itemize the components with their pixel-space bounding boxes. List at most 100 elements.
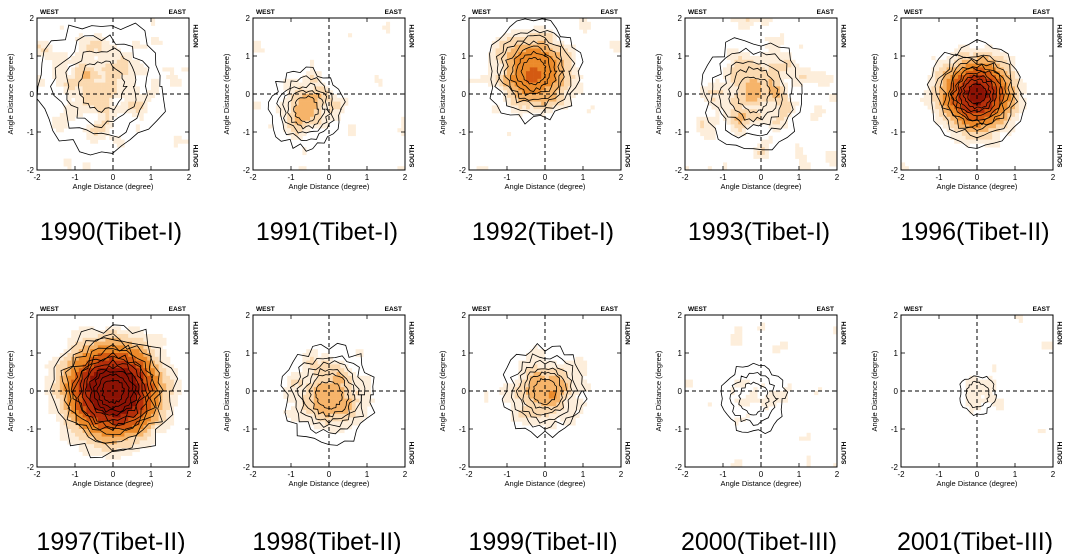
significance-cell <box>745 101 750 106</box>
significance-cell <box>541 40 546 45</box>
significance-cell <box>82 387 87 392</box>
significance-cell <box>958 132 963 137</box>
significance-cell <box>158 402 163 407</box>
significance-cell <box>768 97 773 102</box>
significance-cell <box>401 132 405 137</box>
significance-cell <box>742 21 747 26</box>
significance-cell <box>97 410 102 415</box>
significance-cell <box>298 387 303 392</box>
significance-cell <box>94 425 99 430</box>
significance-cell <box>753 391 758 396</box>
significance-cell <box>533 48 538 53</box>
significance-cell <box>90 345 95 350</box>
significance-cell <box>814 391 819 396</box>
significance-cell <box>552 33 557 38</box>
significance-cell <box>575 387 580 392</box>
significance-cell <box>1018 315 1023 320</box>
significance-cell <box>935 75 940 80</box>
significance-cell <box>329 90 334 95</box>
significance-cell <box>969 387 974 392</box>
significance-cell <box>514 105 519 110</box>
significance-cell <box>128 391 133 396</box>
significance-cell <box>541 78 546 83</box>
significance-cell <box>961 59 966 64</box>
significance-cell <box>1041 341 1046 346</box>
significance-cell <box>575 383 580 388</box>
significance-cell <box>533 349 538 354</box>
significance-cell <box>154 90 159 95</box>
significance-cell <box>958 52 963 57</box>
significance-cell <box>116 383 121 388</box>
significance-cell <box>166 356 171 361</box>
y-tick-label: 1 <box>246 349 251 358</box>
significance-cell <box>336 375 341 380</box>
significance-cell <box>59 425 64 430</box>
significance-cell <box>48 383 53 388</box>
significance-cell <box>526 368 531 373</box>
significance-cell <box>302 406 307 411</box>
contour-line <box>959 74 995 113</box>
significance-cell <box>980 128 985 133</box>
significance-cell <box>579 356 584 361</box>
significance-cell <box>97 375 102 380</box>
significance-cell <box>829 94 834 99</box>
significance-cell <box>761 67 766 72</box>
significance-cell <box>367 394 372 399</box>
significance-cell <box>44 56 49 61</box>
significance-cell <box>253 44 258 49</box>
significance-cell <box>977 383 982 388</box>
y-tick-label: 0 <box>678 387 683 396</box>
significance-cell <box>124 105 129 110</box>
significance-cell <box>984 113 989 118</box>
significance-cell <box>984 86 989 91</box>
significance-cell <box>109 75 114 80</box>
significance-cell <box>1007 78 1012 83</box>
significance-cell <box>101 394 106 399</box>
significance-cell <box>78 90 83 95</box>
significance-cell <box>507 67 512 72</box>
significance-cell <box>63 120 68 125</box>
significance-cell <box>503 383 508 388</box>
significance-cell <box>97 113 102 118</box>
significance-cell <box>552 383 557 388</box>
significance-cell <box>958 71 963 76</box>
significance-cell <box>105 101 110 106</box>
significance-cell <box>939 105 944 110</box>
significance-cell <box>329 113 334 118</box>
significance-cell <box>97 120 102 125</box>
significance-cell <box>579 18 584 23</box>
west-label: WEST <box>688 306 707 313</box>
significance-cell <box>113 82 118 87</box>
significance-cell <box>310 402 315 407</box>
significance-cell <box>1049 345 1053 350</box>
significance-cell <box>730 71 735 76</box>
significance-cell <box>139 63 144 68</box>
significance-cell <box>75 436 80 441</box>
y-tick-label: 1 <box>30 349 35 358</box>
significance-cell <box>124 78 129 83</box>
significance-cell <box>139 425 144 430</box>
significance-cell <box>776 101 781 106</box>
significance-cell <box>533 78 538 83</box>
significance-cell <box>514 86 519 91</box>
significance-cell <box>132 82 137 87</box>
significance-cell <box>101 360 106 365</box>
significance-cell <box>977 402 982 407</box>
significance-cell <box>571 421 576 426</box>
significance-cell <box>927 101 932 106</box>
significance-cell <box>802 166 807 170</box>
significance-cell <box>537 406 542 411</box>
significance-cell <box>321 394 326 399</box>
significance-cell <box>82 372 87 377</box>
significance-cell <box>170 67 175 72</box>
significance-cell <box>491 71 496 76</box>
significance-cell <box>522 109 527 114</box>
significance-cell <box>101 90 106 95</box>
significance-cell <box>355 413 360 418</box>
significance-cell <box>135 97 140 102</box>
significance-cell <box>109 44 114 49</box>
significance-cell <box>75 406 80 411</box>
significance-cell <box>97 37 102 42</box>
significance-cell <box>764 59 769 64</box>
